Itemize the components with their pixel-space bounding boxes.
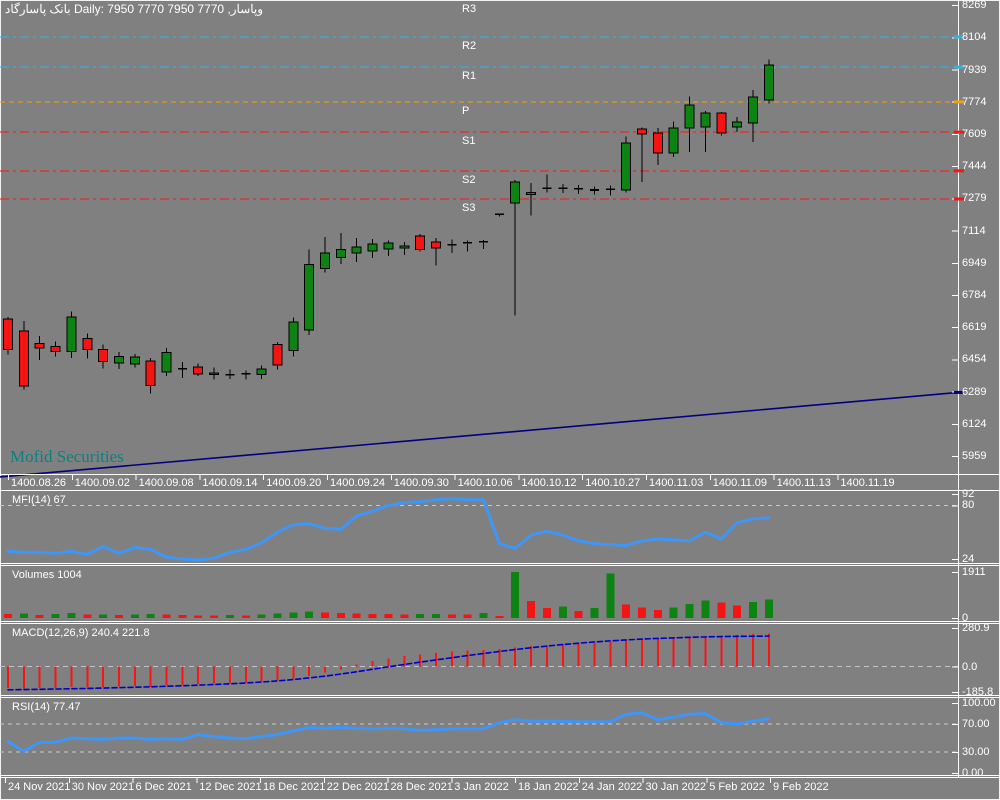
mfi-axis-label: 80 xyxy=(962,499,975,512)
main-chart-pane[interactable] xyxy=(0,0,958,474)
rsi-label: RSI(14) 77.47 xyxy=(12,701,81,713)
volumes-axis-label: 1911 xyxy=(962,565,986,578)
time-axis-label: 1400.09.02 xyxy=(74,477,130,489)
price-axis-label: 6619 xyxy=(962,321,987,334)
rsi-pane[interactable] xyxy=(0,698,958,775)
time-axis-label: 1400.10.27 xyxy=(585,477,641,489)
date-axis-label: 5 Feb 2022 xyxy=(709,781,765,793)
volumes-label: Volumes 1004 xyxy=(12,569,82,581)
mfi-label: MFI(14) 67 xyxy=(12,494,66,506)
rsi-axis-label: 0.00 xyxy=(962,767,984,779)
time-axis-label: 1400.11.19 xyxy=(840,477,895,489)
rsi-axis-label: 100.00 xyxy=(962,697,996,709)
pivot-label-p: P xyxy=(462,104,470,117)
date-axis-label: 30 Nov 2021 xyxy=(71,781,135,793)
pivot-label-r2: R2 xyxy=(462,39,477,52)
watermark: Mofid Securities xyxy=(10,447,124,466)
date-axis-label: 28 Dec 2021 xyxy=(390,781,453,793)
pivot-label-s2: S2 xyxy=(462,173,476,186)
price-axis-label: 5959 xyxy=(962,450,987,463)
mfi-axis-label: 24 xyxy=(962,553,975,565)
rsi-axis-label: 70.00 xyxy=(962,718,990,730)
date-axis-label: 30 Jan 2022 xyxy=(645,781,707,793)
pivot-label-r1: R1 xyxy=(462,69,477,82)
time-axis-label: 1400.09.30 xyxy=(393,477,449,489)
time-axis-label: 1400.08.26 xyxy=(11,477,67,489)
volumes-axis-label: 0 xyxy=(962,612,969,624)
date-axis-label: 18 Dec 2021 xyxy=(263,781,326,793)
price-axis-label: 6784 xyxy=(962,289,987,301)
date-axis-label: 12 Dec 2021 xyxy=(199,781,262,793)
time-axis-label: 1400.11.03 xyxy=(649,477,704,489)
time-axis-label: 1400.10.12 xyxy=(521,477,577,489)
chart-title: وپاسار, Daily: 7950 7770 7950 7770 بانک … xyxy=(5,2,264,16)
time-axis-label: 1400.09.24 xyxy=(330,477,386,489)
price-axis-label: 7114 xyxy=(962,224,986,237)
price-axis-label: 7939 xyxy=(962,63,987,76)
volumes-pane[interactable] xyxy=(0,566,958,621)
date-axis-label: 3 Jan 2022 xyxy=(454,781,509,793)
time-axis-label: 1400.09.08 xyxy=(138,477,194,489)
price-axis-label: 6124 xyxy=(962,417,987,430)
price-axis-label: 8104 xyxy=(962,31,987,44)
pivot-label-s1: S1 xyxy=(462,135,476,148)
time-axis-label: 1400.10.06 xyxy=(457,477,513,489)
macd-axis-label: -185.8 xyxy=(962,686,994,698)
time-axis-label: 1400.11.09 xyxy=(712,477,768,489)
date-axis-label: 22 Dec 2021 xyxy=(326,781,390,793)
price-axis-label: 8269 xyxy=(962,0,987,12)
macd-label: MACD(12,26,9) 240.4 221.8 xyxy=(12,627,150,639)
date-axis-label: 24 Jan 2022 xyxy=(581,781,643,793)
time-axis-label: 1400.09.20 xyxy=(266,477,322,489)
date-axis-label: 18 Jan 2022 xyxy=(518,781,579,793)
pivot-label-s3: S3 xyxy=(462,201,476,214)
price-axis-label: 6289 xyxy=(962,385,987,398)
date-axis-label: 9 Feb 2022 xyxy=(773,781,829,793)
price-axis-label: 7609 xyxy=(962,127,987,140)
time-axis-label: 1400.09.14 xyxy=(202,477,258,489)
mfi-pane[interactable] xyxy=(0,491,958,563)
macd-axis-label: 0.0 xyxy=(962,660,978,673)
time-axis-label: 1400.11.13 xyxy=(776,477,831,489)
date-axis-label: 24 Nov 2021 xyxy=(8,781,71,793)
pivot-label-r3: R3 xyxy=(462,3,477,15)
rsi-axis-label: 30.00 xyxy=(962,746,990,758)
price-axis-label: 7444 xyxy=(962,160,987,173)
macd-axis-label: 280.9 xyxy=(962,622,990,634)
mfi-axis-label: 92 xyxy=(962,488,975,500)
date-axis-label: 6 Dec 2021 xyxy=(135,781,192,793)
price-axis-label: 7279 xyxy=(962,192,987,205)
price-axis-label: 7774 xyxy=(962,95,987,108)
price-axis-label: 6454 xyxy=(962,353,987,366)
price-axis-label: 6949 xyxy=(962,256,987,269)
